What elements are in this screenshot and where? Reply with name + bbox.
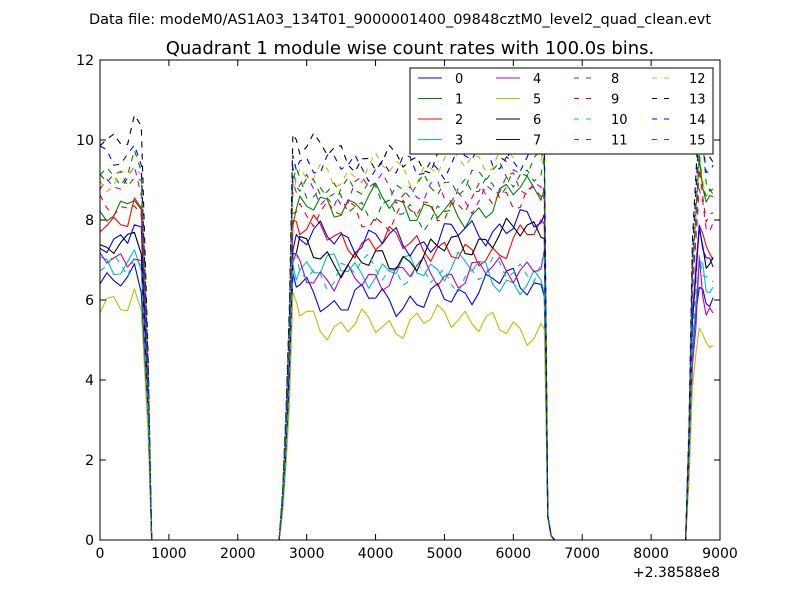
legend-label-13: 13	[689, 93, 706, 108]
legend-label-6: 6	[533, 113, 541, 128]
legend-label-4: 4	[533, 72, 541, 87]
legend-label-11: 11	[611, 134, 628, 149]
x-tick-label: 4000	[358, 546, 394, 562]
legend-label-12: 12	[689, 72, 706, 87]
y-tick-label: 2	[85, 453, 94, 469]
x-tick-label: 5000	[427, 546, 463, 562]
x-tick-label: 9000	[702, 546, 738, 562]
x-tick-label: 0	[96, 546, 105, 562]
x-tick-label: 8000	[633, 546, 669, 562]
x-tick-label: 2000	[220, 546, 256, 562]
legend-label-8: 8	[611, 72, 619, 87]
legend-label-0: 0	[455, 72, 463, 87]
series-line-6	[99, 217, 714, 541]
axis-ticks: 0 1000 2000 3000 4000 5000 6000 7000 8000 9000 0 2 4…	[76, 53, 738, 562]
legend-label-2: 2	[455, 113, 463, 128]
series-line-10	[99, 252, 714, 541]
x-tick-label: 1000	[151, 546, 187, 562]
chart-title: Quadrant 1 module wise count rates with …	[166, 38, 655, 59]
y-tick-label: 8	[85, 213, 94, 229]
series-line-3	[99, 249, 714, 541]
x-tick-label: 3000	[289, 546, 325, 562]
series-line-12	[99, 135, 714, 541]
legend-label-1: 1	[455, 93, 463, 108]
legend-label-9: 9	[611, 93, 619, 108]
series-line-11	[99, 165, 714, 541]
x-tick-label: 6000	[496, 546, 532, 562]
y-tick-label: 6	[85, 293, 94, 309]
y-tick-label: 0	[85, 533, 94, 549]
series-line-14	[99, 128, 714, 541]
figure-suptitle: Data file: modeM0/AS1A03_134T01_90000014…	[89, 12, 711, 28]
series-line-4	[99, 249, 714, 541]
series-line-2	[99, 197, 714, 541]
legend-label-10: 10	[611, 113, 628, 128]
legend-label-5: 5	[533, 93, 541, 108]
legend-box	[409, 67, 714, 155]
series-line-8	[99, 127, 714, 541]
series-line-0	[99, 263, 714, 541]
series-line-1	[99, 157, 714, 541]
x-offset-label: +2.38588e8	[633, 565, 720, 581]
plot-lines	[99, 109, 714, 541]
legend-label-14: 14	[689, 113, 706, 128]
legend-label-3: 3	[455, 134, 463, 149]
legend-label-15: 15	[689, 134, 706, 149]
series-line-9	[99, 167, 714, 541]
x-tick-label: 7000	[564, 546, 600, 562]
y-tick-label: 10	[76, 133, 94, 149]
y-tick-label: 4	[85, 373, 94, 389]
legend-label-7: 7	[533, 134, 541, 149]
series-line-5	[99, 288, 714, 541]
y-tick-label: 12	[76, 53, 94, 69]
